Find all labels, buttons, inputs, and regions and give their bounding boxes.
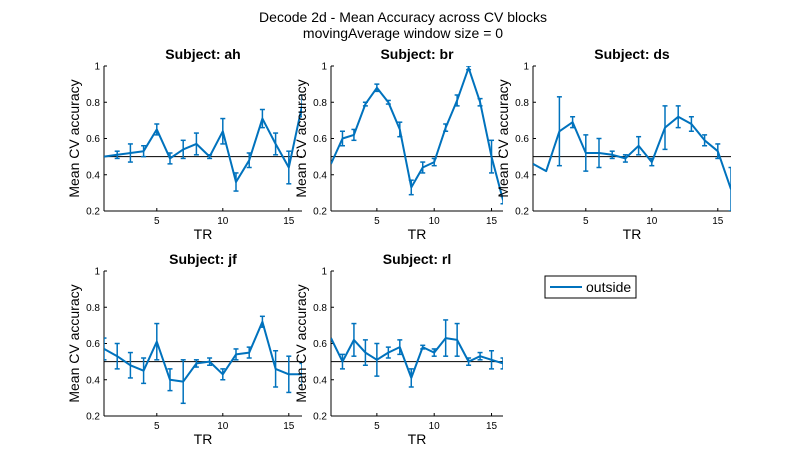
y-tick-label: 0.4 bbox=[313, 375, 327, 386]
x-tick-label: 10 bbox=[646, 216, 658, 227]
y-tick-label: 1 bbox=[321, 62, 327, 73]
plot-area bbox=[104, 94, 302, 192]
y-tick-label: 0.4 bbox=[515, 170, 529, 181]
y-tick-label: 0.4 bbox=[86, 375, 100, 386]
subplot-title: Subject: jf bbox=[169, 251, 237, 267]
x-axis-label: TR bbox=[408, 431, 427, 447]
plot-area bbox=[331, 319, 503, 388]
legend-box bbox=[544, 275, 637, 299]
y-tick-label: 0.8 bbox=[86, 303, 100, 314]
x-tick-label: 15 bbox=[283, 421, 295, 432]
y-tick-label: 0.6 bbox=[313, 134, 327, 145]
y-axis-label: Mean CV accuracy bbox=[66, 79, 82, 197]
x-tick-label: 10 bbox=[217, 216, 229, 227]
x-tick-label: 10 bbox=[217, 421, 229, 432]
y-tick-label: 0.2 bbox=[313, 207, 327, 218]
subplot-title: Subject: ds bbox=[594, 46, 670, 62]
y-axis-label: Mean CV accuracy bbox=[495, 79, 511, 197]
x-tick-label: 15 bbox=[486, 421, 498, 432]
y-tick-label: 1 bbox=[523, 62, 529, 73]
y-tick-label: 0.6 bbox=[515, 134, 529, 145]
x-tick-label: 15 bbox=[283, 216, 295, 227]
plot-area bbox=[533, 96, 731, 211]
subplot-title: Subject: rl bbox=[383, 251, 451, 267]
series-line bbox=[104, 320, 302, 383]
y-tick-label: 0.6 bbox=[86, 339, 100, 350]
y-axis-label: Mean CV accuracy bbox=[66, 284, 82, 402]
subplot-title: Subject: br bbox=[380, 46, 454, 62]
x-tick-label: 10 bbox=[429, 421, 441, 432]
y-tick-label: 0.8 bbox=[313, 98, 327, 109]
x-axis-label: TR bbox=[194, 226, 213, 242]
series-line bbox=[331, 66, 503, 201]
y-axis-label: Mean CV accuracy bbox=[293, 284, 309, 402]
y-tick-label: 0.2 bbox=[515, 207, 529, 218]
y-tick-label: 0.4 bbox=[86, 170, 100, 181]
x-tick-label: 5 bbox=[154, 216, 160, 227]
x-tick-label: 5 bbox=[583, 216, 589, 227]
figure-title-line1: Decode 2d - Mean Accuracy across CV bloc… bbox=[259, 9, 547, 25]
x-axis-label: TR bbox=[194, 431, 213, 447]
y-tick-label: 1 bbox=[94, 62, 100, 73]
x-tick-label: 15 bbox=[486, 216, 498, 227]
x-tick-label: 5 bbox=[374, 421, 380, 432]
x-axis-label: TR bbox=[408, 226, 427, 242]
y-axis-label: Mean CV accuracy bbox=[293, 79, 309, 197]
series-line bbox=[104, 105, 302, 183]
legend-label: outside bbox=[586, 279, 631, 295]
y-tick-label: 0.8 bbox=[515, 98, 529, 109]
legend: outside bbox=[544, 275, 637, 299]
subplot-title: Subject: ah bbox=[165, 46, 240, 62]
plot-area bbox=[331, 66, 503, 205]
y-tick-label: 1 bbox=[321, 267, 327, 278]
y-tick-label: 0.4 bbox=[313, 170, 327, 181]
x-tick-label: 10 bbox=[429, 216, 441, 227]
x-tick-label: 5 bbox=[374, 216, 380, 227]
y-tick-label: 0.6 bbox=[86, 134, 100, 145]
x-axis-label: TR bbox=[623, 226, 642, 242]
y-tick-label: 0.2 bbox=[86, 207, 100, 218]
plot-area bbox=[104, 315, 302, 405]
x-tick-label: 15 bbox=[712, 216, 724, 227]
y-tick-label: 0.6 bbox=[313, 339, 327, 350]
y-tick-label: 0.8 bbox=[86, 98, 100, 109]
y-tick-label: 0.2 bbox=[86, 412, 100, 423]
series-line bbox=[533, 115, 731, 190]
figure-title-line2: movingAverage window size = 0 bbox=[303, 25, 503, 41]
series-line bbox=[331, 337, 503, 379]
y-tick-label: 0.2 bbox=[313, 412, 327, 423]
x-tick-label: 5 bbox=[154, 421, 160, 432]
y-tick-label: 0.8 bbox=[313, 303, 327, 314]
y-tick-label: 1 bbox=[94, 267, 100, 278]
